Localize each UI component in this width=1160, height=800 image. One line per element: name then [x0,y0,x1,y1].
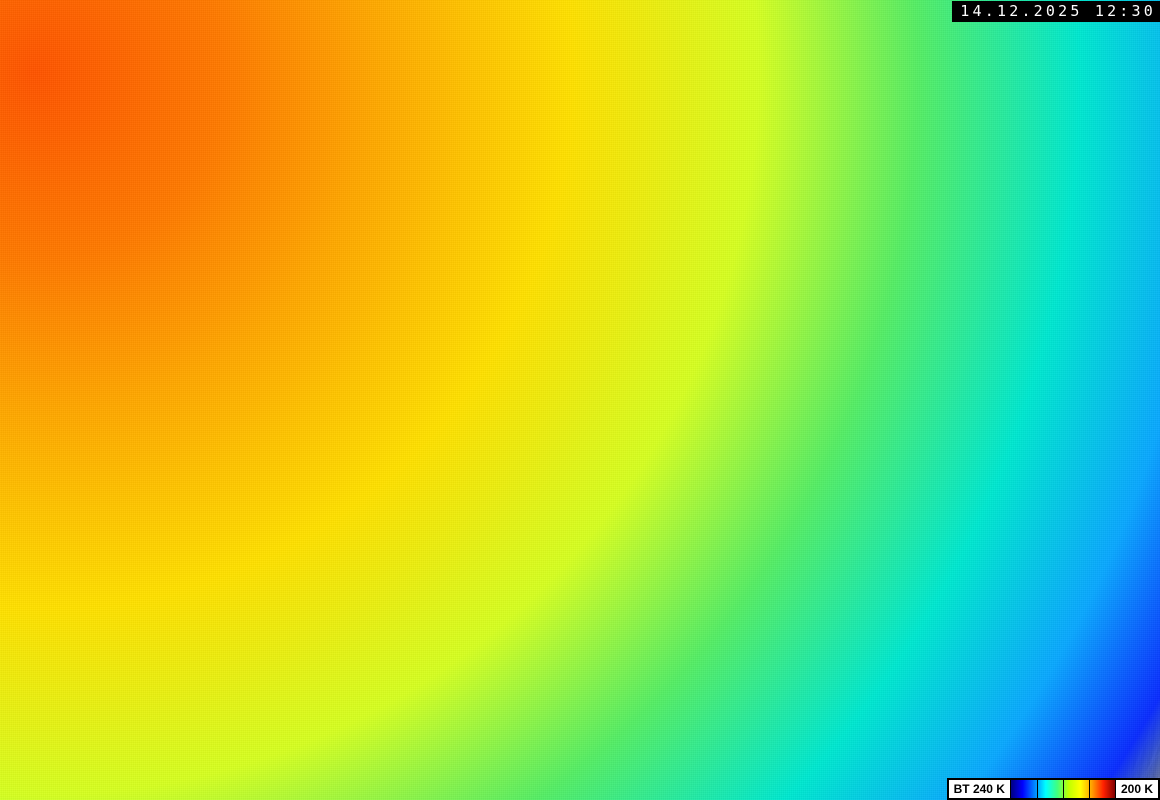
timestamp-overlay: 14.12.2025 12:30 [952,1,1160,22]
colorbar-min-label: BT 240 K [947,779,1011,799]
colorbar-tick [1088,780,1090,798]
colorbar-legend: BT 240 K 200 K [946,778,1160,800]
colorbar-tick [1062,780,1064,798]
colorbar-gradient-ramp [1010,779,1115,799]
colorbar-max-label: 200 K [1114,779,1159,799]
colorbar-tick [1036,780,1038,798]
